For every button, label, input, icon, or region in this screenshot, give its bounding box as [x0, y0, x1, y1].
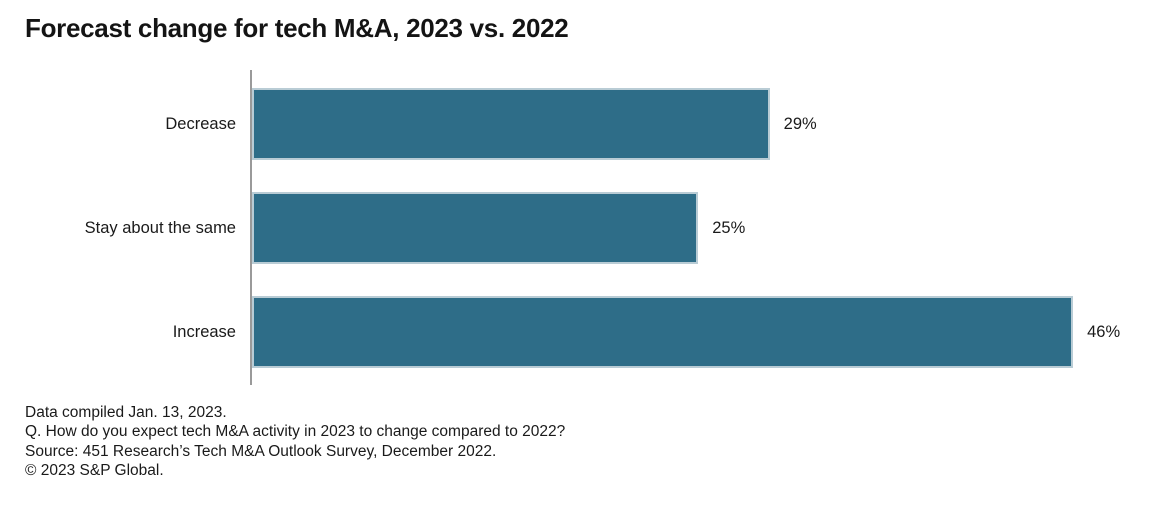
bar-chart: Decrease 29% Stay about the same 25% Increas…	[0, 70, 1158, 385]
category-label: Stay about the same	[84, 218, 236, 237]
footnote-copyright: © 2023 S&P Global.	[25, 462, 164, 480]
bar-increase	[252, 296, 1074, 368]
chart-row: Increase 46%	[0, 296, 1158, 368]
category-label: Decrease	[165, 114, 236, 133]
value-label: 29%	[783, 114, 817, 133]
footnote-data-compiled: Data compiled Jan. 13, 2023.	[25, 404, 227, 421]
value-label: 46%	[1087, 322, 1121, 341]
chart-footnotes: Data compiled Jan. 13, 2023. Q. How do y…	[25, 403, 565, 481]
bar-stay-about-the-same	[252, 192, 699, 264]
category-label: Increase	[172, 322, 236, 341]
chart-row: Decrease 29%	[0, 88, 1158, 160]
chart-row: Stay about the same 25%	[0, 192, 1158, 264]
footnote-source: Source: 451 Research’s Tech M&A Outlook …	[25, 442, 497, 460]
chart-title: Forecast change for tech M&A, 2023 vs. 2…	[25, 13, 569, 43]
value-label: 25%	[712, 218, 746, 237]
bar-decrease	[252, 88, 770, 160]
y-axis-line	[250, 70, 252, 385]
footnote-question: Q. How do you expect tech M&A activity i…	[25, 423, 566, 441]
